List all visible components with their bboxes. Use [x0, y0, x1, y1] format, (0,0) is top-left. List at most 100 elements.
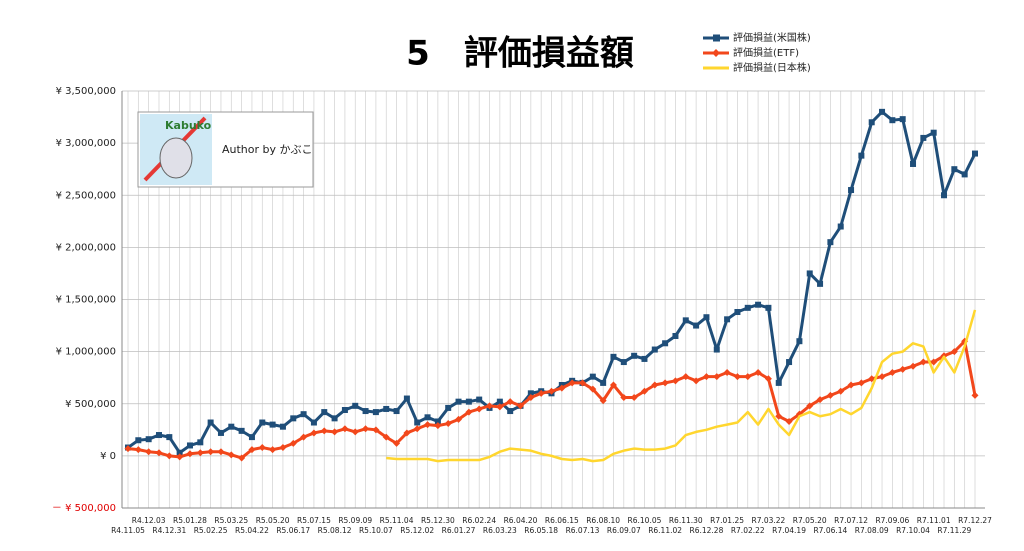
marker — [403, 395, 410, 402]
x-tick-label: R6.01.27 — [442, 526, 476, 535]
legend-label: 評価損益(ETF) — [733, 46, 799, 59]
marker — [382, 433, 390, 441]
marker — [155, 449, 163, 457]
marker — [558, 384, 566, 392]
marker — [176, 449, 183, 456]
marker — [682, 373, 690, 381]
marker — [920, 134, 927, 141]
marker — [578, 379, 586, 387]
marker — [248, 434, 255, 441]
marker — [238, 427, 245, 434]
marker — [868, 119, 875, 126]
marker — [589, 373, 596, 380]
x-tick-label: R7.07.12 — [834, 516, 868, 525]
marker — [641, 355, 648, 362]
marker — [362, 408, 369, 415]
marker — [413, 425, 421, 433]
y-tick-label: ¥ 0 — [100, 451, 116, 462]
marker — [248, 446, 256, 454]
x-tick-label: R5.08.12 — [318, 526, 352, 535]
y-tick-label: ¥ 2,000,000 — [56, 242, 116, 253]
marker — [310, 419, 317, 426]
x-tick-label: R5.03.25 — [214, 516, 248, 525]
marker — [197, 439, 204, 446]
x-tick-label: R6.05.18 — [524, 526, 558, 535]
marker — [496, 403, 504, 411]
marker — [331, 415, 338, 422]
marker — [424, 414, 431, 421]
marker — [754, 368, 762, 376]
marker — [434, 422, 442, 430]
x-tick-label: R5.12.02 — [400, 526, 434, 535]
author-text: Author by かぶこ — [222, 143, 313, 156]
marker — [527, 393, 535, 401]
marker — [620, 359, 627, 366]
marker — [155, 432, 162, 439]
marker — [507, 408, 514, 415]
marker — [620, 393, 628, 401]
x-tick-label: R7.01.25 — [710, 516, 744, 525]
logo-cat — [159, 137, 193, 179]
legend-marker — [712, 49, 720, 57]
marker — [682, 317, 689, 324]
marker — [837, 387, 845, 395]
series-line — [386, 309, 977, 463]
marker — [165, 452, 173, 460]
marker — [186, 442, 193, 449]
legend-label: 評価損益(日本株) — [733, 61, 811, 74]
marker — [445, 404, 452, 411]
marker — [476, 396, 483, 403]
marker — [279, 444, 287, 452]
marker — [857, 379, 865, 387]
marker — [693, 322, 700, 329]
marker — [702, 373, 710, 381]
marker — [217, 429, 224, 436]
marker — [837, 223, 844, 230]
marker — [228, 423, 235, 430]
logo-text: Kabuko — [165, 119, 212, 132]
marker — [166, 434, 173, 441]
marker — [372, 426, 380, 434]
legend-label: 評価損益(米国株) — [733, 31, 811, 44]
legend-marker — [713, 34, 720, 42]
marker — [951, 166, 958, 173]
marker — [661, 379, 669, 387]
marker — [889, 117, 896, 124]
x-tick-label: R5.07.15 — [297, 516, 331, 525]
marker — [227, 451, 235, 459]
marker — [941, 192, 948, 199]
x-tick-label: R6.07.13 — [566, 526, 600, 535]
marker — [341, 407, 348, 414]
marker — [888, 368, 896, 376]
y-tick-label: ¥ 1,000,000 — [56, 347, 116, 358]
marker — [630, 393, 638, 401]
marker — [341, 425, 349, 433]
marker — [290, 415, 297, 422]
marker — [919, 358, 927, 366]
y-tick-label: ¥ 3,500,000 — [56, 86, 116, 97]
x-tick-label: R7.05.20 — [793, 516, 827, 525]
marker — [806, 270, 813, 277]
marker — [527, 390, 534, 397]
y-tick-label: ¥ 1,500,000 — [56, 295, 116, 306]
marker — [207, 448, 215, 456]
x-tick-label: R5.12.30 — [421, 516, 455, 525]
marker — [424, 421, 432, 429]
x-tick-label: R5.05.20 — [256, 516, 290, 525]
marker — [640, 387, 648, 395]
marker — [372, 409, 379, 416]
marker — [300, 433, 308, 441]
marker — [486, 402, 494, 410]
marker — [506, 398, 514, 406]
marker — [362, 425, 370, 433]
y-tick-label: ¥ 3,000,000 — [56, 138, 116, 149]
marker — [827, 239, 834, 246]
marker — [176, 453, 184, 461]
marker — [713, 346, 720, 353]
marker — [765, 304, 772, 311]
x-tick-label: R6.09.07 — [607, 526, 641, 535]
x-tick-label: R6.04.20 — [504, 516, 538, 525]
marker — [950, 348, 958, 356]
marker — [879, 108, 886, 115]
